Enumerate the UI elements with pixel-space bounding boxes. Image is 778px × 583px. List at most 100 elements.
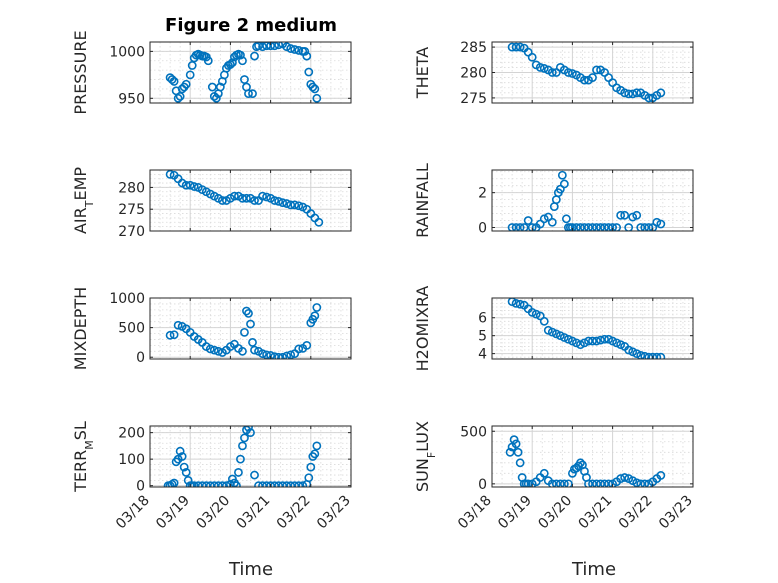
data-point: [612, 338, 622, 348]
data-point: [205, 344, 215, 354]
data-point: [527, 52, 537, 62]
data-point: [539, 214, 549, 224]
data-point: [620, 210, 630, 220]
y-axis-label: PRESSURE: [71, 30, 90, 114]
y-tick-label: 270: [118, 224, 145, 240]
data-point: [584, 479, 593, 487]
data-point: [278, 481, 288, 487]
data-point: [286, 200, 296, 210]
data-point: [519, 223, 529, 231]
axes-frame: [149, 297, 352, 360]
data-point: [236, 50, 245, 60]
data-point: [557, 170, 567, 180]
data-point: [193, 481, 203, 487]
data-point: [592, 223, 601, 231]
data-point: [620, 88, 630, 98]
series-markers: [505, 435, 666, 487]
data-point: [588, 223, 597, 231]
data-point: [624, 89, 634, 99]
data-point: [507, 298, 517, 306]
data-point: [274, 481, 284, 487]
y-tick-label: 280: [460, 66, 487, 82]
data-point: [632, 210, 642, 220]
x-tick-label: 03/23: [656, 493, 696, 533]
data-point: [539, 316, 549, 326]
data-point: [246, 319, 255, 329]
data-point: [209, 345, 219, 355]
x-tick-label: 03/20: [535, 493, 575, 533]
data-point: [167, 75, 177, 84]
series-markers: [507, 42, 666, 103]
data-point: [274, 42, 284, 50]
series-markers: [165, 170, 324, 227]
data-point: [563, 479, 573, 487]
data-point: [226, 479, 235, 487]
y-tick-label: 6: [478, 311, 487, 327]
data-point: [238, 441, 247, 451]
y-tick-label: 500: [118, 321, 145, 337]
data-point: [250, 51, 259, 61]
data-point: [230, 191, 239, 201]
x-tick-label: 03/23: [314, 493, 354, 533]
y-tick-label: 200: [118, 426, 145, 442]
data-point: [244, 426, 253, 432]
data-point: [282, 199, 292, 208]
data-point: [588, 479, 597, 487]
data-point: [656, 471, 666, 480]
data-point: [238, 346, 247, 356]
data-point: [294, 481, 304, 487]
data-point: [282, 351, 292, 359]
data-point: [246, 428, 255, 438]
y-tick-label: 0: [478, 221, 487, 237]
y-tick-label: 275: [118, 202, 145, 218]
data-point: [236, 454, 245, 464]
data-point: [505, 447, 515, 457]
data-point: [547, 217, 557, 227]
x-tick-label: 03/19: [153, 493, 193, 533]
y-tick-label: 275: [460, 91, 487, 107]
data-point: [197, 481, 207, 487]
data-point: [511, 298, 521, 308]
data-point: [608, 223, 617, 231]
data-point: [527, 223, 537, 231]
data-point: [258, 42, 267, 52]
data-point: [555, 479, 565, 487]
y-tick-label: 280: [118, 180, 145, 196]
axes-frame: [149, 425, 352, 488]
series-markers: [507, 170, 666, 231]
data-point: [209, 481, 219, 487]
data-point: [189, 182, 199, 191]
data-point: [213, 346, 223, 356]
x-axis-label-right: Time: [571, 559, 616, 580]
chart-title: Figure 2 medium: [165, 15, 337, 36]
x-tick-label: 03/22: [274, 493, 314, 533]
data-point: [258, 191, 267, 201]
data-point: [640, 223, 650, 231]
data-point: [543, 325, 553, 335]
data-point: [248, 89, 257, 99]
data-point: [584, 336, 593, 346]
data-point: [266, 481, 275, 487]
data-point: [274, 196, 284, 206]
data-point: [179, 462, 189, 472]
y-axis-label: TERRMSL: [71, 421, 96, 493]
data-point: [217, 481, 227, 487]
data-point: [588, 73, 597, 82]
axes-frame: [491, 297, 694, 360]
data-point: [274, 352, 284, 359]
data-point: [205, 481, 215, 487]
axes-frame: [491, 169, 694, 232]
data-point: [616, 474, 626, 483]
data-point: [644, 93, 654, 103]
y-tick-label: 2: [478, 186, 487, 202]
data-point: [294, 46, 304, 55]
data-point: [278, 198, 288, 208]
axes-frame: [149, 169, 352, 232]
y-axis-label: MIXDEPTH: [71, 287, 90, 370]
data-point: [559, 333, 569, 342]
series-markers: [165, 303, 322, 359]
data-point: [240, 327, 249, 337]
series-markers: [165, 42, 322, 103]
data-point: [539, 468, 549, 478]
